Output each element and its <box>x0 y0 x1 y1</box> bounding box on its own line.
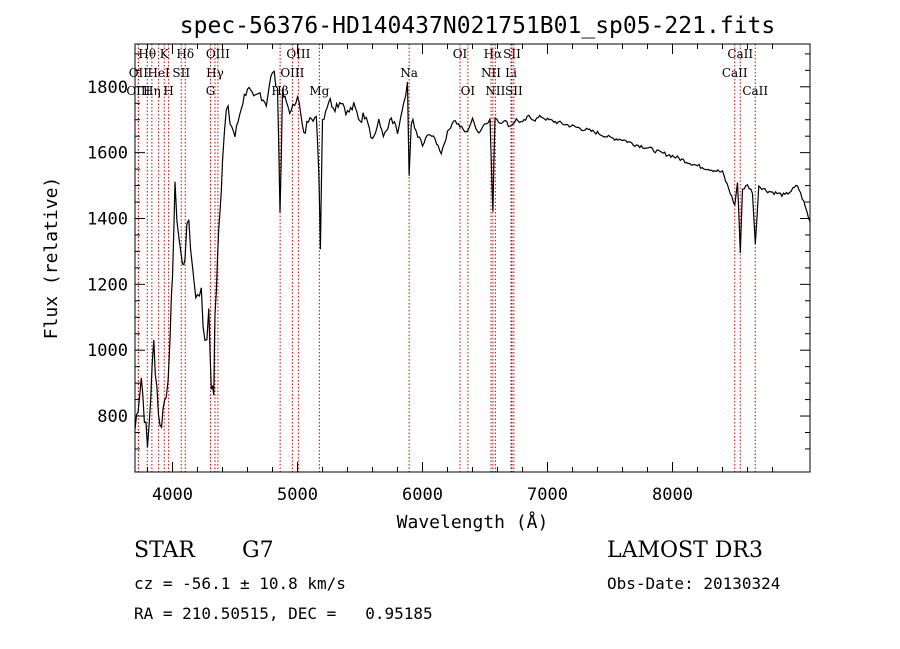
line-label: Hα <box>484 47 503 61</box>
x-tick-label: 4000 <box>152 485 193 505</box>
line-label: Hδ <box>176 47 194 61</box>
line-label: H <box>163 84 173 98</box>
line-label: SII <box>503 47 521 61</box>
obs-date: Obs-Date: 20130324 <box>607 574 781 593</box>
line-label: Hθ <box>138 47 156 61</box>
y-tick-label: 1000 <box>87 341 128 361</box>
line-label: Mg <box>309 84 329 98</box>
x-tick-label: 7000 <box>527 485 568 505</box>
y-tick-label: 1400 <box>87 209 128 229</box>
x-axis-label: Wavelength (Å) <box>397 511 549 533</box>
redshift-readout: cz = -56.1 ± 10.8 km/s <box>134 574 346 593</box>
y-tick-label: 1800 <box>87 78 128 98</box>
line-label: G <box>206 84 216 98</box>
line-label: SII <box>505 84 523 98</box>
line-label: NII <box>481 66 501 80</box>
y-tick-label: 800 <box>97 407 128 427</box>
object-subclass: G7 <box>242 538 274 563</box>
object-class: STAR <box>134 538 195 563</box>
line-label: CaII <box>727 47 753 61</box>
y-tick-label: 1600 <box>87 144 128 164</box>
line-label: Li <box>505 66 517 80</box>
line-label: OI <box>461 84 476 98</box>
line-label: OI <box>453 47 468 61</box>
line-label: Na <box>400 66 418 80</box>
line-label: K <box>160 47 170 61</box>
line-label: OIII <box>206 47 230 61</box>
chart-title: spec-56376-HD140437N021751B01_sp05-221.f… <box>180 13 775 39</box>
survey-label: LAMOST DR3 <box>607 538 763 563</box>
line-label: Hγ <box>206 66 224 80</box>
line-label: OIII <box>126 84 150 98</box>
line-label: Hβ <box>271 84 288 98</box>
x-tick-label: 8000 <box>652 485 693 505</box>
line-label: NII <box>485 84 505 98</box>
y-axis-label: Flux (relative) <box>41 177 62 340</box>
line-label: OIII <box>286 47 310 61</box>
spectrum-line <box>135 70 810 447</box>
line-label: CaII <box>722 66 748 80</box>
plot-frame <box>134 43 811 473</box>
line-label: HeI <box>147 66 170 80</box>
line-label: Hη <box>143 84 161 98</box>
x-tick-label: 5000 <box>277 485 318 505</box>
x-tick-label: 6000 <box>402 485 443 505</box>
y-tick-label: 1200 <box>87 275 128 295</box>
line-label: SII <box>172 66 190 80</box>
coordinates-readout: RA = 210.50515, DEC = 0.95185 <box>134 604 433 623</box>
line-label: OIII <box>280 66 304 80</box>
line-label: CaII <box>742 84 768 98</box>
